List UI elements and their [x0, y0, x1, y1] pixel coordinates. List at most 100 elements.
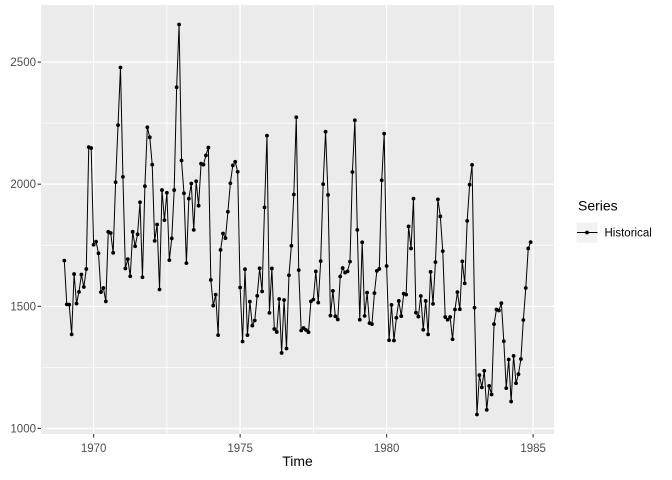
series-point: [526, 246, 531, 251]
series-point: [211, 303, 216, 308]
series-point: [497, 308, 501, 313]
series-point: [111, 250, 116, 255]
series-point: [440, 249, 445, 254]
series-point: [235, 169, 240, 174]
series-point: [331, 289, 335, 293]
series-point: [218, 248, 223, 252]
x-axis: 1970 1975 1980 1985: [81, 434, 546, 455]
series-point: [113, 180, 118, 185]
series-point: [287, 273, 291, 278]
series-point: [377, 267, 382, 271]
series-point: [345, 269, 350, 274]
series-point: [396, 299, 401, 303]
y-axis: 1000 1500 2000 2500: [10, 57, 41, 435]
series-point: [250, 323, 255, 328]
series-point: [416, 314, 421, 319]
series-point: [313, 269, 318, 274]
series-point: [147, 135, 152, 140]
series-point: [482, 368, 487, 373]
series-point: [489, 392, 494, 397]
series-point: [492, 322, 496, 327]
series-point: [272, 327, 277, 331]
series-point: [438, 214, 443, 219]
series-point: [228, 181, 233, 186]
series-point: [125, 257, 130, 262]
series-point: [91, 242, 96, 247]
series-point: [94, 239, 98, 244]
series-point: [186, 196, 191, 201]
series-point: [372, 291, 377, 296]
series-point: [511, 353, 516, 358]
series-point: [133, 244, 138, 249]
series-point: [450, 337, 455, 342]
series-point: [392, 338, 396, 343]
series-point: [399, 314, 404, 318]
series-point: [414, 310, 418, 315]
series-point: [504, 386, 509, 391]
series-point: [208, 278, 213, 282]
series-point: [514, 381, 518, 386]
series-point: [128, 274, 133, 279]
series-point: [89, 146, 94, 150]
historical-series: [62, 22, 533, 417]
series-point: [279, 351, 284, 355]
y-tick-label: 2000: [10, 179, 36, 191]
series-point: [72, 272, 76, 276]
series-point: [238, 285, 243, 290]
series-point: [506, 357, 511, 362]
series-point: [462, 281, 467, 286]
series-point: [465, 218, 470, 223]
series-point: [189, 181, 194, 186]
series-point: [269, 266, 274, 271]
series-point: [335, 317, 340, 322]
x-tick-label: 1970: [81, 443, 107, 455]
series-point: [455, 290, 460, 295]
x-tick-label: 1985: [520, 443, 546, 455]
series-point: [389, 302, 394, 307]
series-point: [169, 236, 174, 241]
series-point: [433, 260, 438, 265]
series-point: [240, 339, 245, 344]
series-point: [379, 178, 384, 183]
series-point: [274, 330, 279, 334]
series-point: [277, 297, 282, 301]
series-point: [291, 192, 296, 197]
series-point: [221, 231, 225, 236]
series-point: [262, 205, 267, 210]
series-point: [121, 174, 125, 179]
series-point: [194, 179, 199, 184]
series-point: [138, 200, 142, 205]
series-point: [499, 301, 504, 306]
series-point: [472, 305, 477, 310]
series-point: [96, 251, 101, 256]
series-point: [69, 332, 74, 337]
series-point: [230, 163, 235, 168]
series-point: [108, 231, 113, 235]
series-point: [67, 302, 72, 307]
series-point: [167, 258, 172, 263]
series-point: [116, 123, 120, 128]
series-point: [62, 258, 67, 263]
series-point: [135, 232, 140, 237]
series-point: [284, 346, 289, 351]
series-point: [370, 322, 374, 327]
series-point: [387, 338, 391, 343]
series-point: [362, 313, 367, 318]
legend-entry-label: Historical: [605, 228, 652, 240]
series-point: [191, 227, 196, 232]
series-point: [328, 313, 333, 318]
series-point: [79, 272, 84, 277]
series-point: [431, 301, 435, 306]
series-point: [118, 65, 123, 70]
series-point: [282, 298, 286, 302]
series-point: [501, 339, 506, 344]
series-point: [350, 170, 355, 174]
series-point: [177, 22, 181, 27]
series-point: [226, 209, 230, 214]
series-point: [84, 267, 89, 271]
series-point: [360, 240, 365, 245]
series-point: [311, 297, 316, 302]
series-point: [475, 412, 479, 417]
series-point: [326, 193, 330, 197]
series-point: [384, 264, 389, 268]
